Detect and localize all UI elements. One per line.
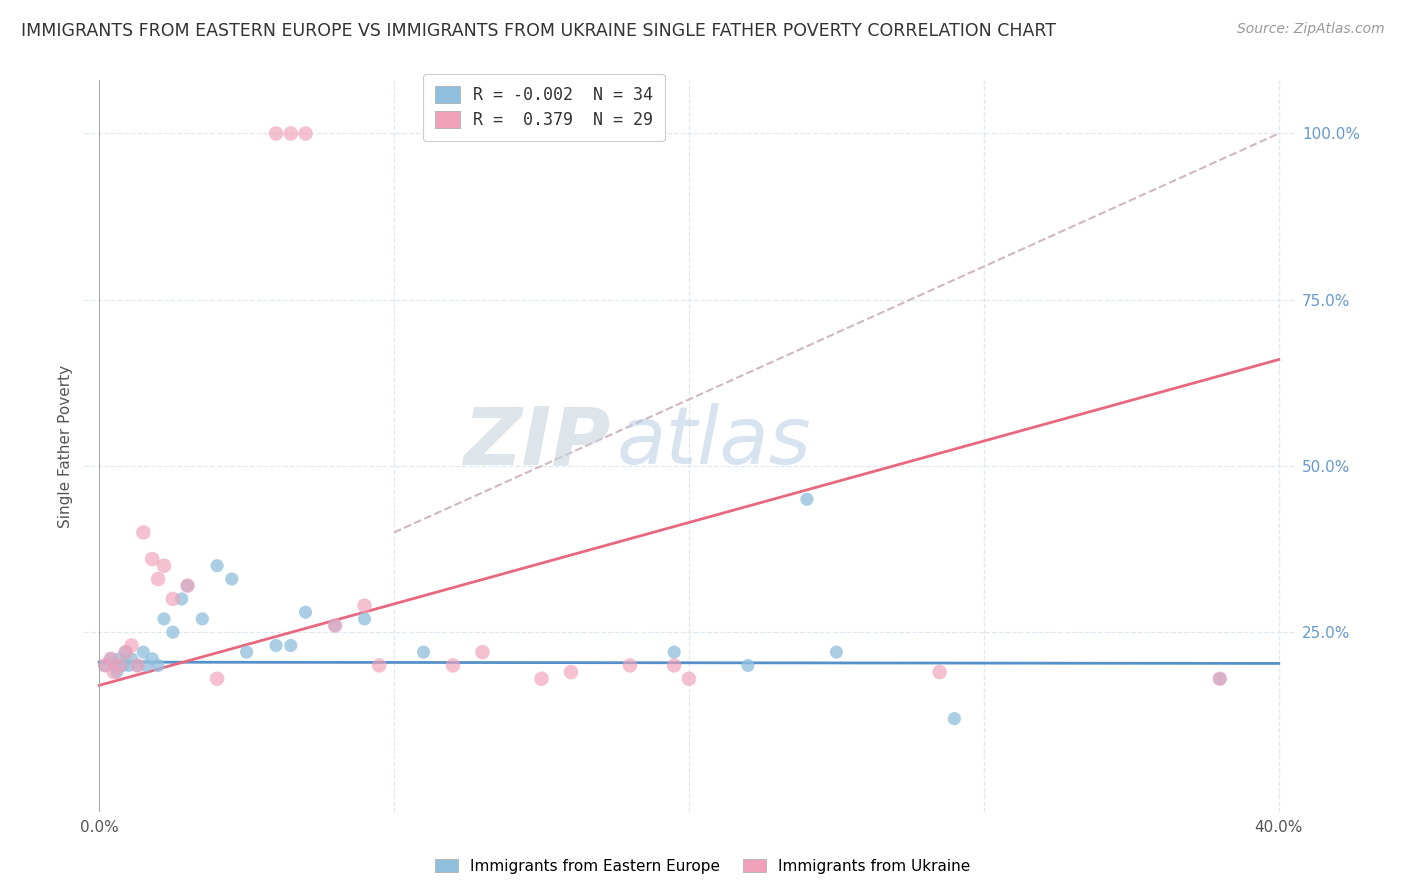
- Point: [127, 658, 149, 673]
- Point: [170, 591, 193, 606]
- Point: [235, 645, 257, 659]
- Point: [121, 652, 143, 666]
- Point: [796, 492, 818, 507]
- Point: [1209, 672, 1232, 686]
- Point: [117, 658, 139, 673]
- Point: [205, 558, 228, 573]
- Point: [94, 658, 117, 673]
- Point: [111, 658, 134, 673]
- Point: [132, 525, 155, 540]
- Point: [153, 612, 176, 626]
- Point: [264, 127, 287, 141]
- Y-axis label: Single Father Poverty: Single Father Poverty: [58, 365, 73, 527]
- Point: [103, 658, 125, 673]
- Point: [135, 658, 157, 673]
- Text: IMMIGRANTS FROM EASTERN EUROPE VS IMMIGRANTS FROM UKRAINE SINGLE FATHER POVERTY : IMMIGRANTS FROM EASTERN EUROPE VS IMMIGR…: [21, 22, 1056, 40]
- Point: [146, 572, 169, 586]
- Point: [162, 591, 184, 606]
- Legend: Immigrants from Eastern Europe, Immigrants from Ukraine: Immigrants from Eastern Europe, Immigran…: [429, 853, 977, 880]
- Point: [127, 658, 149, 673]
- Point: [737, 658, 759, 673]
- Point: [141, 652, 163, 666]
- Point: [162, 625, 184, 640]
- Point: [153, 558, 176, 573]
- Text: Source: ZipAtlas.com: Source: ZipAtlas.com: [1237, 22, 1385, 37]
- Point: [560, 665, 582, 679]
- Point: [294, 605, 316, 619]
- Point: [141, 552, 163, 566]
- Point: [368, 658, 391, 673]
- Point: [323, 618, 346, 632]
- Point: [176, 579, 198, 593]
- Point: [353, 599, 375, 613]
- Point: [441, 658, 464, 673]
- Point: [191, 612, 214, 626]
- Point: [264, 639, 287, 653]
- Point: [108, 652, 131, 666]
- Point: [1209, 672, 1232, 686]
- Point: [678, 672, 700, 686]
- Point: [825, 645, 848, 659]
- Point: [221, 572, 243, 586]
- Point: [353, 612, 375, 626]
- Point: [205, 672, 228, 686]
- Point: [100, 652, 122, 666]
- Point: [294, 127, 316, 141]
- Point: [108, 658, 131, 673]
- Point: [121, 639, 143, 653]
- Point: [664, 645, 686, 659]
- Point: [146, 658, 169, 673]
- Point: [105, 665, 128, 679]
- Point: [471, 645, 494, 659]
- Point: [280, 639, 302, 653]
- Point: [664, 658, 686, 673]
- Point: [412, 645, 434, 659]
- Point: [176, 579, 198, 593]
- Point: [943, 712, 966, 726]
- Point: [530, 672, 553, 686]
- Point: [100, 652, 122, 666]
- Point: [114, 645, 136, 659]
- Text: atlas: atlas: [616, 403, 811, 482]
- Point: [323, 618, 346, 632]
- Point: [103, 665, 125, 679]
- Point: [619, 658, 641, 673]
- Point: [928, 665, 950, 679]
- Point: [94, 658, 117, 673]
- Point: [280, 127, 302, 141]
- Legend: R = -0.002  N = 34, R =  0.379  N = 29: R = -0.002 N = 34, R = 0.379 N = 29: [423, 74, 665, 141]
- Point: [114, 645, 136, 659]
- Point: [132, 645, 155, 659]
- Text: ZIP: ZIP: [463, 403, 610, 482]
